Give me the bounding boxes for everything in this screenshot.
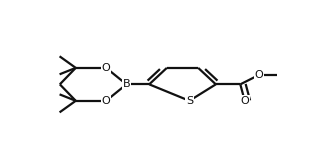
Text: O: O [102, 96, 111, 106]
Text: O: O [102, 63, 111, 73]
Text: O: O [240, 96, 249, 106]
Text: S: S [186, 96, 193, 106]
Text: O: O [254, 70, 263, 80]
Text: B: B [123, 79, 130, 89]
